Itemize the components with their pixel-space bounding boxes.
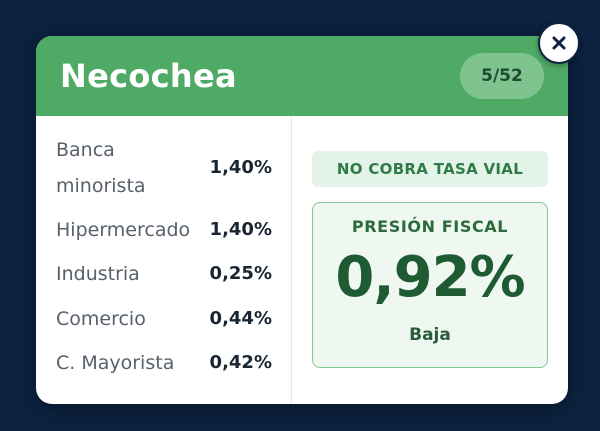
rate-label: Hipermercado: [56, 219, 191, 241]
tasa-vial-badge: NO COBRA TASA VIAL: [312, 151, 548, 187]
city-title: Necochea: [60, 57, 237, 95]
close-icon: [552, 36, 566, 50]
municipality-card: Necochea 5/52 Banca minorista 1,40% Hipe…: [36, 36, 568, 404]
rate-value: 1,40%: [209, 219, 272, 240]
close-button[interactable]: [538, 22, 580, 64]
rate-label: Comercio: [56, 308, 146, 330]
rate-row-hipermercado: Hipermercado 1,40%: [56, 212, 276, 248]
presion-fiscal-value: 0,92%: [335, 245, 525, 310]
rate-row-comercio: Comercio 0,44%: [56, 301, 276, 337]
rate-row-banca-minorista: Banca minorista 1,40%: [56, 132, 276, 208]
rate-value: 0,25%: [209, 263, 272, 284]
rate-label: Industria: [56, 263, 140, 285]
rate-row-industria: Industria 0,25%: [56, 256, 276, 292]
rate-value: 0,44%: [209, 308, 272, 329]
rate-row-c-mayorista: C. Mayorista 0,42%: [56, 345, 276, 381]
presion-fiscal-title: PRESIÓN FISCAL: [351, 217, 509, 236]
card-header: Necochea 5/52: [36, 36, 568, 116]
column-divider: [291, 116, 292, 404]
rate-value: 0,42%: [209, 352, 272, 373]
presion-fiscal-box: PRESIÓN FISCAL 0,92% Baja: [312, 202, 548, 368]
rate-label-line: minorista: [56, 175, 146, 197]
rate-label: C. Mayorista: [56, 352, 175, 374]
rate-value: 1,40%: [209, 157, 272, 178]
rank-badge: 5/52: [460, 53, 544, 99]
rate-label-line: Banca: [56, 139, 115, 161]
presion-fiscal-level: Baja: [409, 325, 451, 345]
rate-label: Banca minorista: [56, 132, 146, 204]
